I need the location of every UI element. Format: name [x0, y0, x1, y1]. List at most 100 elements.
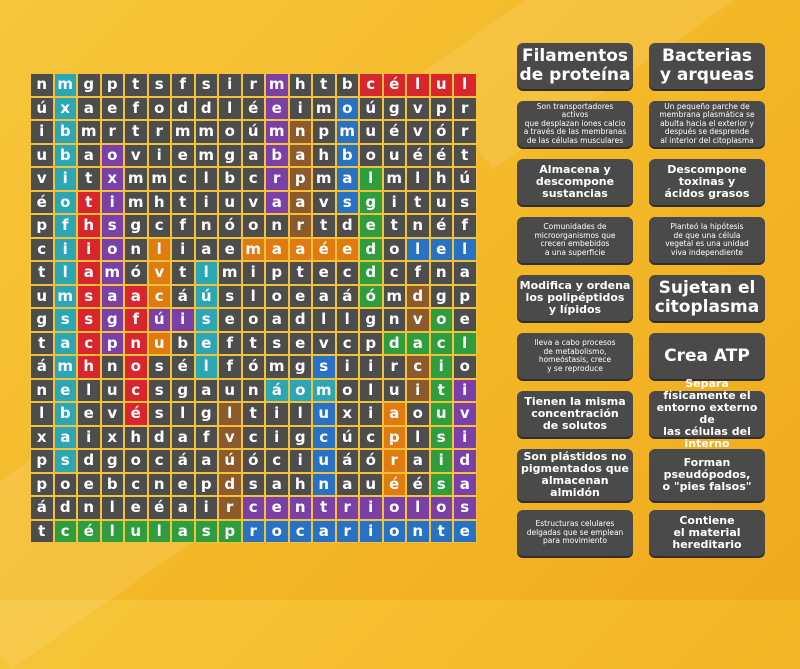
grid-cell[interactable]: u: [147, 331, 171, 355]
grid-cell[interactable]: á: [335, 449, 359, 473]
grid-cell[interactable]: m: [335, 120, 359, 144]
grid-cell[interactable]: b: [53, 143, 77, 167]
grid-cell[interactable]: o: [382, 496, 406, 520]
grid-cell[interactable]: g: [382, 96, 406, 120]
grid-cell[interactable]: o: [335, 96, 359, 120]
grid-cell[interactable]: c: [53, 519, 77, 543]
grid-cell[interactable]: u: [30, 143, 54, 167]
grid-cell[interactable]: s: [194, 519, 218, 543]
grid-cell[interactable]: b: [335, 143, 359, 167]
grid-cell[interactable]: m: [53, 284, 77, 308]
grid-cell[interactable]: a: [453, 261, 477, 285]
grid-cell[interactable]: c: [171, 167, 195, 191]
grid-cell[interactable]: ó: [359, 284, 383, 308]
grid-cell[interactable]: e: [194, 331, 218, 355]
grid-cell[interactable]: é: [30, 190, 54, 214]
grid-cell[interactable]: n: [288, 496, 312, 520]
grid-cell[interactable]: t: [406, 190, 430, 214]
grid-cell[interactable]: m: [124, 167, 148, 191]
grid-cell[interactable]: r: [100, 120, 124, 144]
grid-cell[interactable]: f: [124, 308, 148, 332]
grid-cell[interactable]: b: [171, 331, 195, 355]
grid-cell[interactable]: n: [312, 472, 336, 496]
grid-cell[interactable]: i: [100, 190, 124, 214]
grid-cell[interactable]: l: [453, 237, 477, 261]
clue-card[interactable]: Bacterias y arqueas: [649, 43, 765, 89]
grid-cell[interactable]: f: [124, 96, 148, 120]
grid-cell[interactable]: h: [147, 190, 171, 214]
grid-cell[interactable]: m: [77, 120, 101, 144]
grid-cell[interactable]: p: [100, 331, 124, 355]
grid-cell[interactable]: t: [453, 143, 477, 167]
grid-cell[interactable]: u: [312, 402, 336, 426]
grid-cell[interactable]: a: [194, 449, 218, 473]
grid-cell[interactable]: m: [312, 167, 336, 191]
grid-cell[interactable]: e: [335, 237, 359, 261]
grid-cell[interactable]: v: [406, 120, 430, 144]
grid-cell[interactable]: n: [406, 519, 430, 543]
grid-cell[interactable]: s: [147, 378, 171, 402]
grid-cell[interactable]: s: [429, 425, 453, 449]
grid-cell[interactable]: m: [265, 73, 289, 97]
grid-cell[interactable]: t: [30, 261, 54, 285]
grid-cell[interactable]: b: [335, 73, 359, 97]
grid-cell[interactable]: l: [406, 237, 430, 261]
grid-cell[interactable]: o: [100, 143, 124, 167]
grid-cell[interactable]: ú: [241, 120, 265, 144]
grid-cell[interactable]: l: [100, 496, 124, 520]
grid-cell[interactable]: u: [312, 449, 336, 473]
grid-cell[interactable]: a: [194, 237, 218, 261]
grid-cell[interactable]: é: [171, 355, 195, 379]
grid-cell[interactable]: c: [124, 472, 148, 496]
grid-cell[interactable]: o: [382, 237, 406, 261]
grid-cell[interactable]: i: [194, 496, 218, 520]
grid-cell[interactable]: ú: [218, 449, 242, 473]
grid-cell[interactable]: n: [265, 214, 289, 238]
grid-cell[interactable]: a: [124, 284, 148, 308]
grid-cell[interactable]: u: [429, 73, 453, 97]
grid-cell[interactable]: g: [429, 284, 453, 308]
grid-cell[interactable]: t: [241, 331, 265, 355]
grid-cell[interactable]: g: [218, 143, 242, 167]
grid-cell[interactable]: i: [218, 73, 242, 97]
grid-cell[interactable]: a: [335, 472, 359, 496]
grid-cell[interactable]: á: [265, 378, 289, 402]
grid-cell[interactable]: t: [312, 214, 336, 238]
grid-cell[interactable]: l: [53, 261, 77, 285]
clue-card[interactable]: Son transportadores activos que desplaza…: [517, 101, 633, 147]
grid-cell[interactable]: t: [382, 214, 406, 238]
grid-cell[interactable]: p: [288, 167, 312, 191]
grid-cell[interactable]: m: [218, 261, 242, 285]
grid-cell[interactable]: ú: [147, 308, 171, 332]
grid-cell[interactable]: ó: [218, 214, 242, 238]
grid-cell[interactable]: t: [171, 190, 195, 214]
grid-cell[interactable]: g: [288, 425, 312, 449]
grid-cell[interactable]: e: [265, 496, 289, 520]
grid-cell[interactable]: l: [406, 425, 430, 449]
grid-cell[interactable]: t: [77, 167, 101, 191]
grid-cell[interactable]: c: [288, 519, 312, 543]
grid-cell[interactable]: f: [453, 214, 477, 238]
grid-cell[interactable]: i: [429, 355, 453, 379]
grid-cell[interactable]: p: [265, 261, 289, 285]
grid-cell[interactable]: p: [382, 425, 406, 449]
grid-cell[interactable]: é: [382, 120, 406, 144]
grid-cell[interactable]: á: [30, 355, 54, 379]
grid-cell[interactable]: t: [312, 496, 336, 520]
grid-cell[interactable]: a: [265, 472, 289, 496]
grid-cell[interactable]: g: [30, 308, 54, 332]
grid-cell[interactable]: ú: [30, 96, 54, 120]
grid-cell[interactable]: é: [147, 496, 171, 520]
grid-cell[interactable]: r: [382, 449, 406, 473]
grid-cell[interactable]: s: [265, 331, 289, 355]
grid-cell[interactable]: n: [100, 355, 124, 379]
grid-cell[interactable]: m: [53, 355, 77, 379]
grid-cell[interactable]: s: [147, 73, 171, 97]
grid-cell[interactable]: m: [194, 120, 218, 144]
grid-cell[interactable]: i: [77, 237, 101, 261]
grid-cell[interactable]: m: [382, 284, 406, 308]
grid-cell[interactable]: h: [429, 167, 453, 191]
grid-cell[interactable]: m: [100, 261, 124, 285]
grid-cell[interactable]: d: [288, 308, 312, 332]
grid-cell[interactable]: l: [359, 378, 383, 402]
